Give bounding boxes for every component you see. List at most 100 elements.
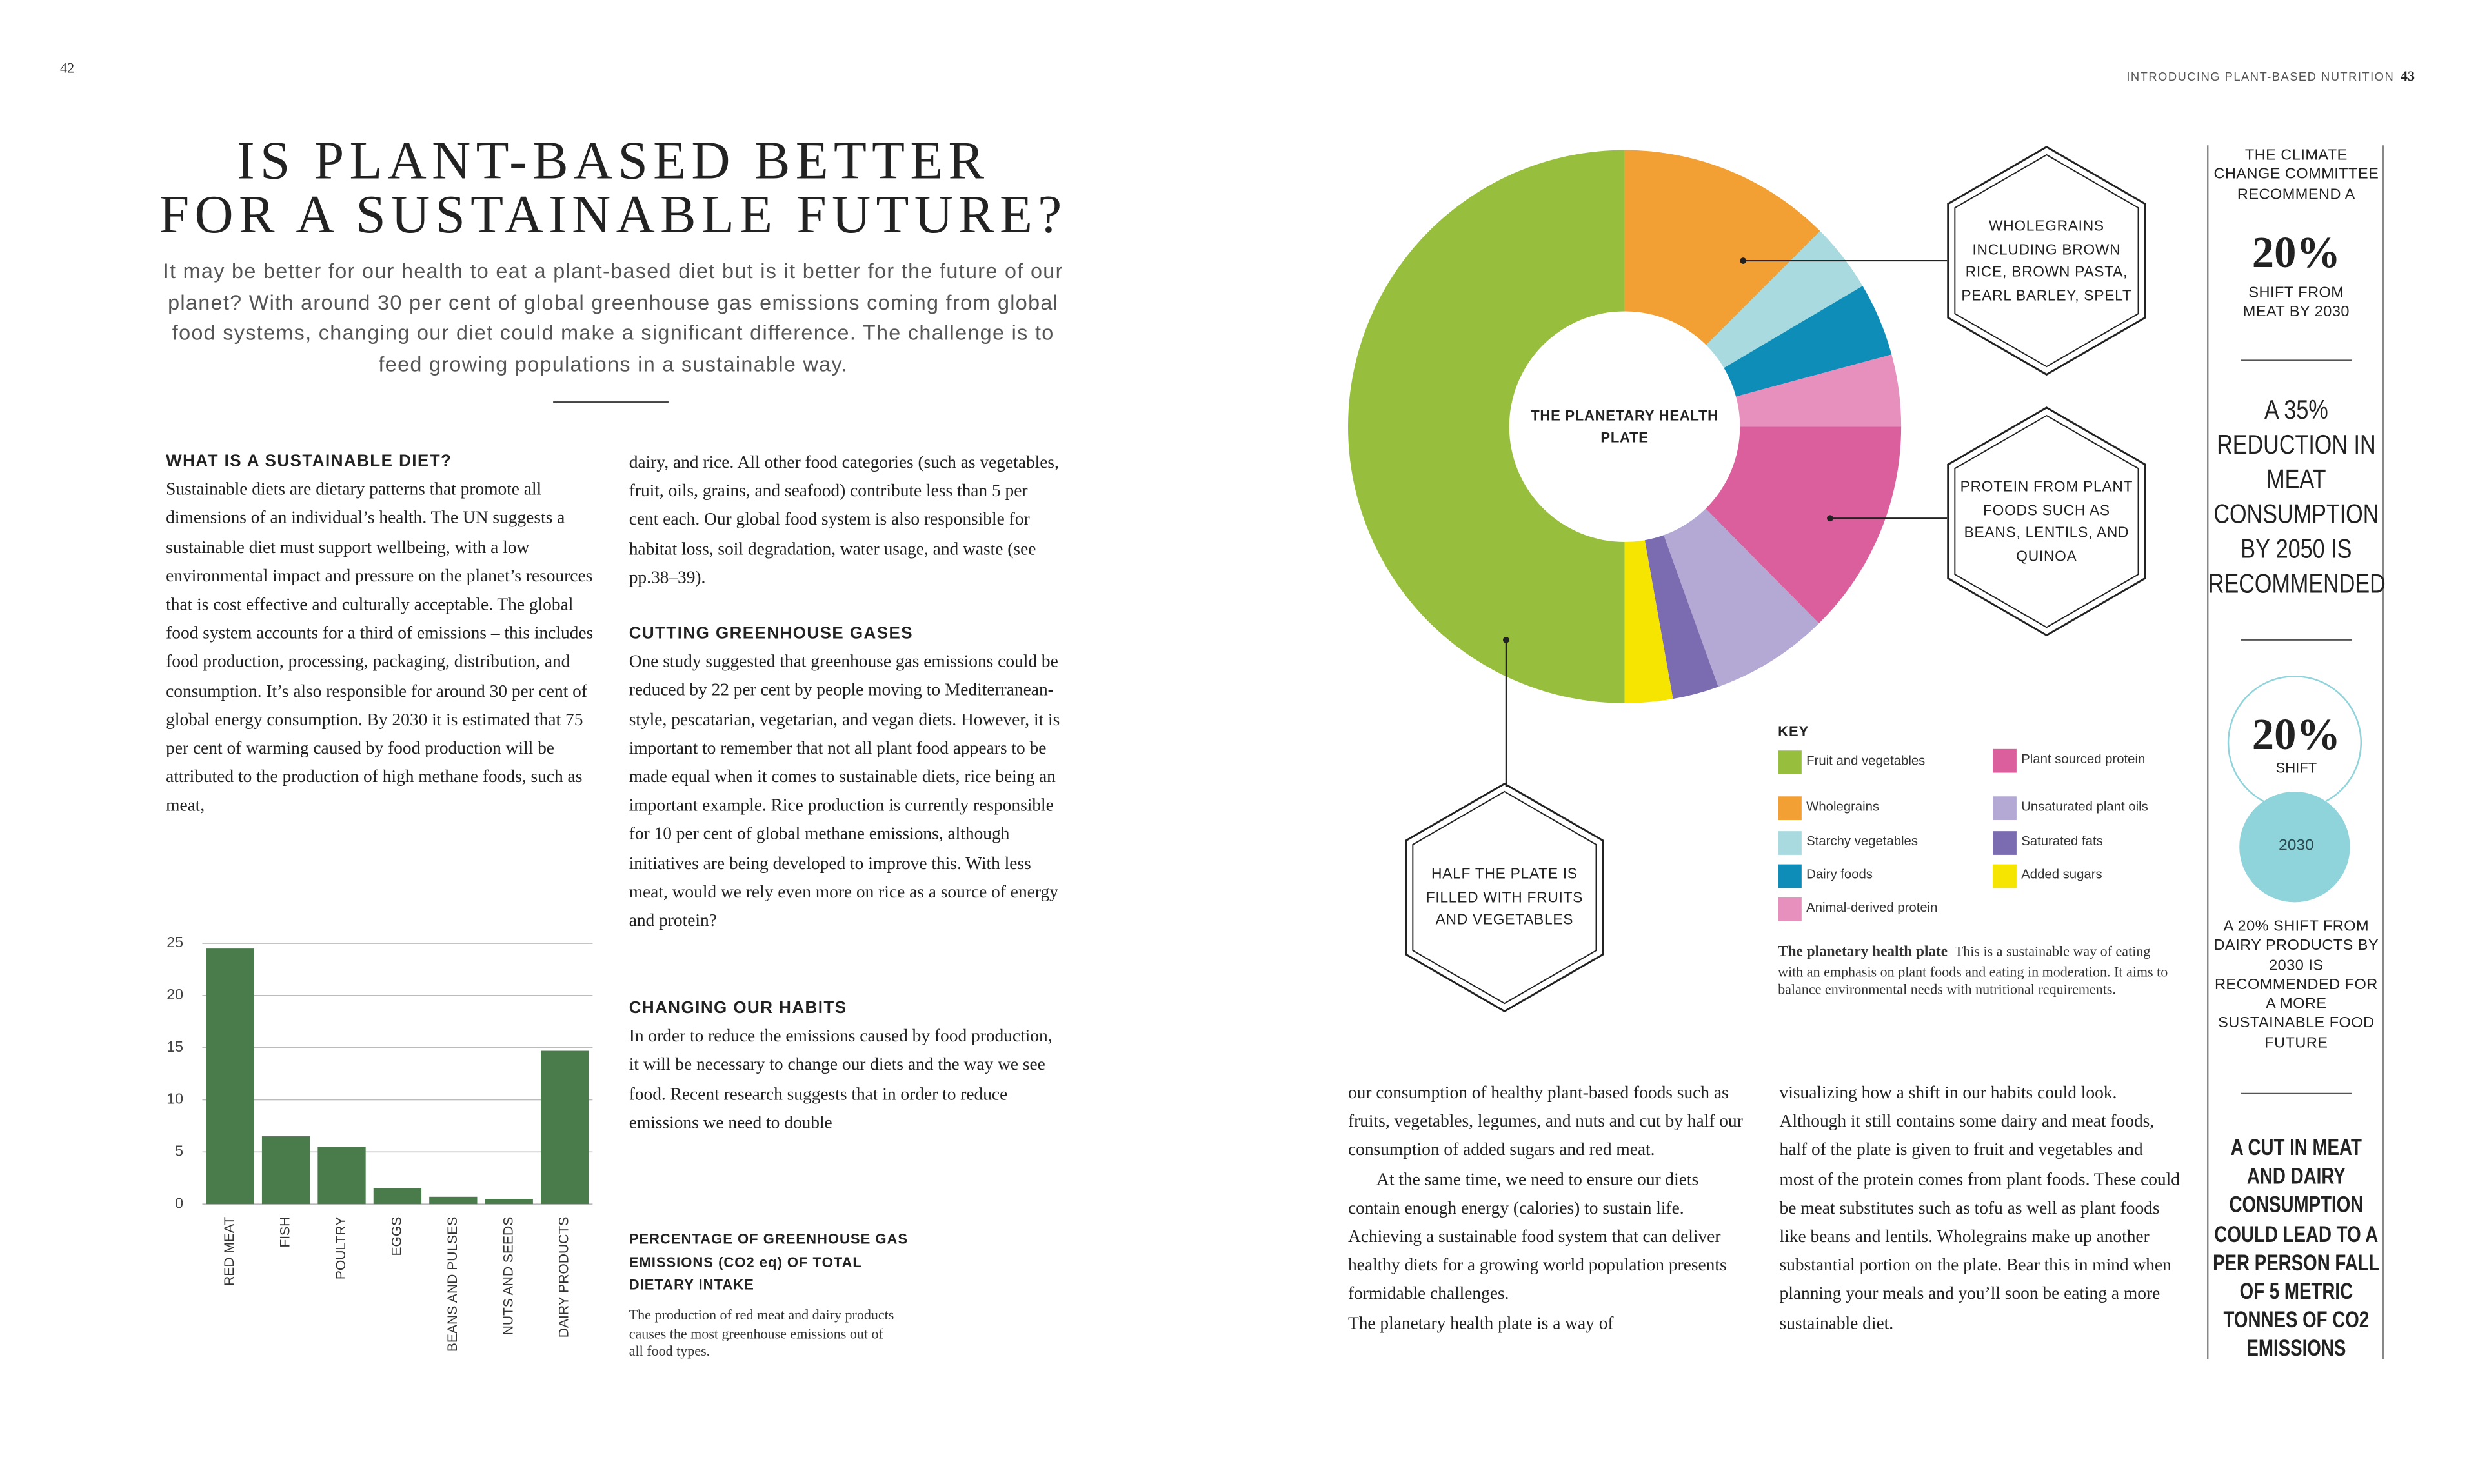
legend-text: Wholegrains [1806,797,1880,814]
rule [553,401,669,403]
chart-caption: The production of red meat and dairy pro… [629,1307,894,1359]
x-tick-label: EGGS [389,1217,404,1256]
paragraph: our consumption of healthy plant-based f… [1347,1084,1743,1161]
callout-text: HALF THE PLATE IS FILLED WITH FRUITS AND… [1425,866,1584,928]
legend-swatch [1778,897,1802,921]
legend-text: Saturated fats [2021,832,2103,849]
section-heading: WHAT IS A SUSTAINABLE DIET? [166,452,452,471]
legend-text: Unsaturated plant oils [2021,797,2148,814]
donut-segment [1644,535,1718,699]
text-column: CUTTING GREENHOUSE GASES One study sugge… [629,619,1061,936]
donut-segment [1736,354,1902,427]
callout-text: PROTEIN FROM PLANT FOODS SUCH AS BEANS, … [1960,479,2133,564]
sidebar-figure: 20% [2251,711,2341,760]
donut-segment [1624,150,1820,345]
paragraph: visualizing how a shift in our habits co… [1779,1084,2180,1334]
section-heading: CHANGING OUR HABITS [629,998,847,1018]
donut-segment [1624,540,1673,703]
donut-segment [1706,426,1902,624]
bar [429,1196,478,1205]
running-header: INTRODUCING PLANT-BASED NUTRITION 43 [2126,60,2415,88]
x-tick-label: RED MEAT [222,1217,237,1286]
donut-segment [1664,508,1819,687]
legend-swatch [1778,796,1802,821]
sidebar-text: THE CLIMATE CHANGE COMMITTEE RECOMMEND A [2213,146,2379,203]
donut-segment [1706,231,1863,368]
section-heading: CUTTING GREENHOUSE GASES [629,624,914,643]
y-tick-label: 15 [166,1038,183,1055]
text-column: dairy, and rice. All other food categori… [629,449,1061,593]
legend-text: Added sugars [2021,866,2102,882]
leader-dot [1740,257,1747,264]
bar [541,1050,589,1205]
legend-text: Animal-derived protein [1806,899,1938,915]
sidebar-figure: 20% [2251,229,2341,279]
sidebar-statement: A CUT IN MEAT AND DAIRY CONSUMPTION COUL… [2213,1136,2380,1363]
x-tick-label: FISH [278,1217,293,1248]
title: IS PLANT-BASED BETTER FOR A SUSTAINABLE … [95,132,1132,245]
chart-title: PERCENTAGE OF GREENHOUSE GAS EMISSIONS (… [629,1230,909,1293]
chart-caption: The planetary health plate This is a sus… [1778,943,2173,999]
paragraph: dairy, and rice. All other food categori… [629,453,1059,588]
bar [373,1188,422,1205]
bar [317,1147,366,1205]
bar [485,1199,533,1205]
x-tick-label: NUTS AND SEEDS [501,1217,516,1336]
sidebar-statement: A 35% REDUCTION IN MEAT CONSUMPTION BY 2… [2208,395,2386,599]
paragraph: At the same time, we need to ensure our … [1347,1170,1727,1305]
callout-hexagon [1954,414,2139,628]
callout-hexagon [1412,790,1597,1005]
title-line: FOR A SUSTAINABLE FUTURE? [159,186,1067,245]
running-head: INTRODUCING PLANT-BASED NUTRITION [2126,69,2395,84]
legend-swatch [1993,748,2017,773]
intro: It may be better for our health to eat a… [163,259,1063,376]
bar [261,1136,310,1205]
legend-swatch [1778,831,1802,855]
x-tick-label: BEANS AND PULSES [445,1217,460,1352]
callout-hexagon [1947,146,2146,376]
legend-swatch [1778,864,1802,888]
leader-dot [1502,636,1509,643]
legend-swatch [1993,864,2017,888]
sidebar-text: SHIFT FROM MEAT BY 2030 [2242,284,2350,321]
donut-center-label: THE PLANETARY HEALTH PLATE [1531,406,1718,446]
text-column: our consumption of healthy plant-based f… [1348,1079,1746,1338]
callout-text: WHOLEGRAINS INCLUDING BROWN RICE, BROWN … [1961,217,2132,303]
page-number: 43 [2401,68,2415,84]
x-tick-label: POULTRY [334,1217,348,1279]
legend-swatch [1993,831,2017,855]
donut-segment [1724,286,1892,397]
legend-swatch [1778,750,1802,775]
sidebar-text: A 20% SHIFT FROM DAIRY PRODUCTS BY 2030 … [2213,917,2379,1052]
donut-segment [1347,150,1625,703]
title-line: IS PLANT-BASED BETTER [237,132,990,192]
sidebar-circle [2239,791,2350,903]
y-tick-label: 10 [166,1090,183,1107]
caption-title: The planetary health plate [1778,945,1948,961]
paragraph: In order to reduce the emissions caused … [629,1027,1053,1133]
callout-hexagon [1947,406,2146,637]
legend-text: Starchy vegetables [1806,832,1919,849]
y-tick-label: 0 [175,1194,183,1211]
legend-text: Fruit and vegetables [1806,752,1926,768]
callout-hexagon [1954,154,2139,368]
paragraph: Sustainable diets are dietary patterns t… [166,480,594,816]
text-column: WHAT IS A SUSTAINABLE DIET? Sustainable … [166,447,598,821]
y-tick-label: 20 [166,986,183,1003]
page-number: 42 [60,60,75,76]
y-tick-label: 25 [166,934,183,950]
paragraph: One study suggested that greenhouse gas … [629,652,1060,931]
text-column: visualizing how a shift in our habits co… [1780,1079,2181,1338]
legend-title: KEY [1778,723,1809,740]
legend-text: Plant sourced protein [2021,750,2146,767]
paragraph: The planetary health plate is a way of [1347,1314,1614,1334]
sidebar-year: 2030 [2279,837,2314,855]
text-column: CHANGING OUR HABITS In order to reduce t… [629,994,1061,1138]
x-tick-label: DAIRY PRODUCTS [557,1217,572,1338]
legend-text: Dairy foods [1806,866,1873,882]
leader-dot [1827,515,1833,522]
caption-text: This is a sustainable way of eating with… [1778,943,2168,998]
legend-swatch [1993,796,2017,821]
